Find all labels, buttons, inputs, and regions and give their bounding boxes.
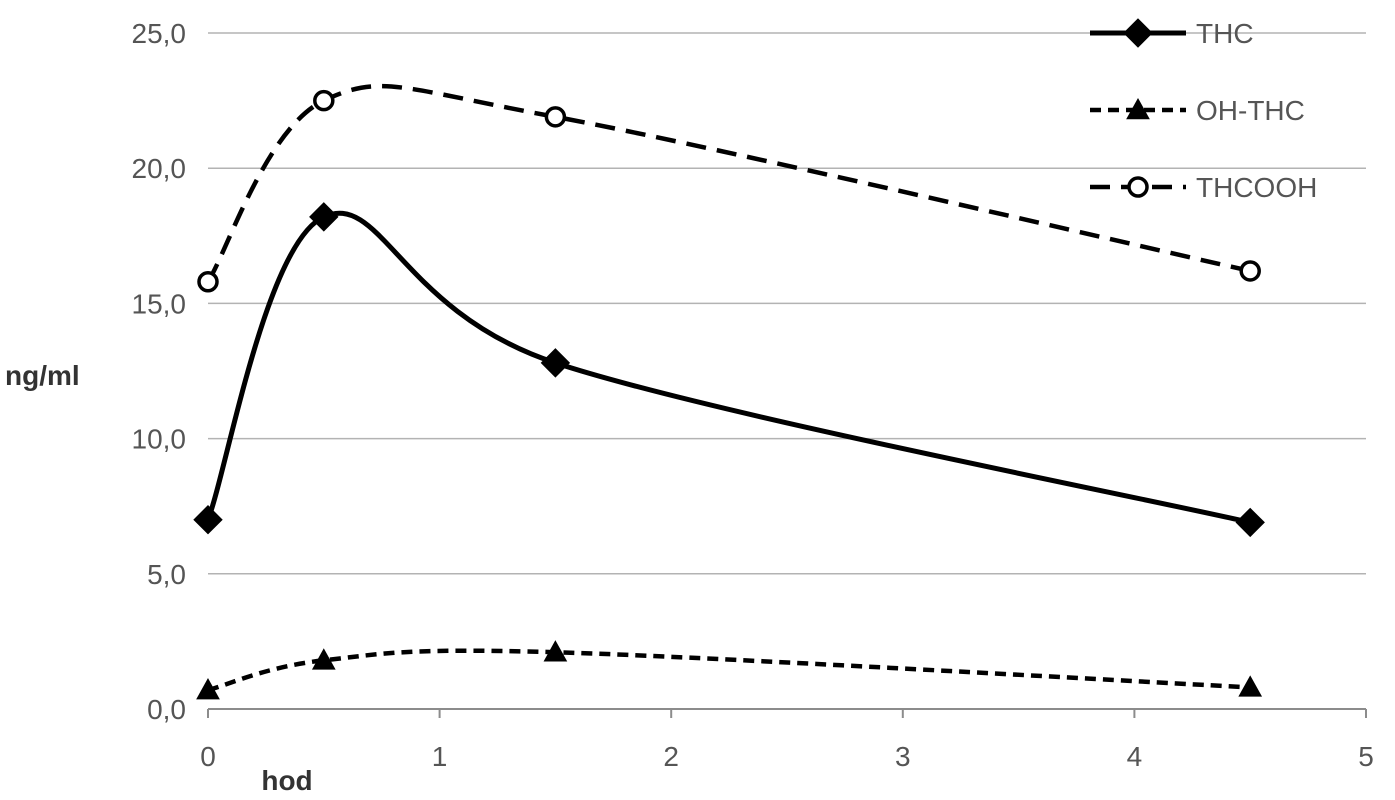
- data-point-thcooh: [197, 271, 219, 293]
- grid-lines: [208, 32, 1366, 575]
- series-line-oh-thc: [207, 648, 1251, 693]
- legend-entry: THC: [1090, 18, 1254, 49]
- data-point-oh-thc: [1238, 675, 1263, 697]
- legend-entry: THCOOH: [1090, 172, 1317, 203]
- x-axis-title: hod: [261, 765, 312, 796]
- data-point-thcooh: [313, 89, 335, 112]
- legend-marker-thc: [1123, 18, 1153, 48]
- data-point-thcooh: [544, 106, 567, 128]
- y-tick-label: 20,0: [132, 153, 187, 184]
- data-point-thc: [1235, 507, 1265, 538]
- series-line-thcooh: [206, 83, 1251, 283]
- legend-entry: OH-THC: [1090, 95, 1305, 126]
- legend-label: THC: [1196, 18, 1254, 49]
- series-lines: [205, 83, 1251, 693]
- axis-titles: ng/ml hod: [5, 360, 313, 796]
- series-line-thc: [205, 210, 1251, 525]
- data-point-oh-thc: [543, 640, 568, 662]
- axes: [207, 708, 1367, 718]
- legend: THC OH-THC THCOOH: [1090, 18, 1317, 203]
- x-tick-label: 2: [663, 741, 679, 772]
- y-tick-label: 15,0: [132, 288, 187, 319]
- x-tick-label: 3: [895, 741, 911, 772]
- x-tick-label: 1: [432, 741, 448, 772]
- y-tick-label: 5,0: [147, 559, 186, 590]
- y-tick-label: 25,0: [132, 18, 187, 49]
- tick-labels: 0,0 5,0 10,0 15,0 20,0 25,0 0 1 2 3 4 5: [132, 18, 1374, 772]
- legend-marker-thcooh: [1127, 176, 1149, 198]
- data-point-thc: [540, 348, 571, 378]
- x-tick-label: 0: [200, 741, 216, 772]
- y-tick-label: 10,0: [132, 424, 187, 455]
- x-tick-label: 5: [1358, 741, 1374, 772]
- series-markers: [193, 89, 1265, 700]
- y-axis-title: ng/ml: [5, 360, 80, 391]
- data-point-oh-thc: [196, 678, 220, 700]
- data-point-thc: [309, 202, 339, 232]
- y-tick-label: 0,0: [147, 694, 186, 725]
- data-point-thc: [193, 505, 223, 535]
- x-tick-label: 4: [1127, 741, 1143, 772]
- legend-label: OH-THC: [1196, 95, 1305, 126]
- legend-label: THCOOH: [1196, 172, 1317, 203]
- data-point-thcooh: [1239, 260, 1261, 282]
- legend-marker-oh-thc: [1126, 97, 1150, 120]
- data-point-oh-thc: [311, 648, 336, 670]
